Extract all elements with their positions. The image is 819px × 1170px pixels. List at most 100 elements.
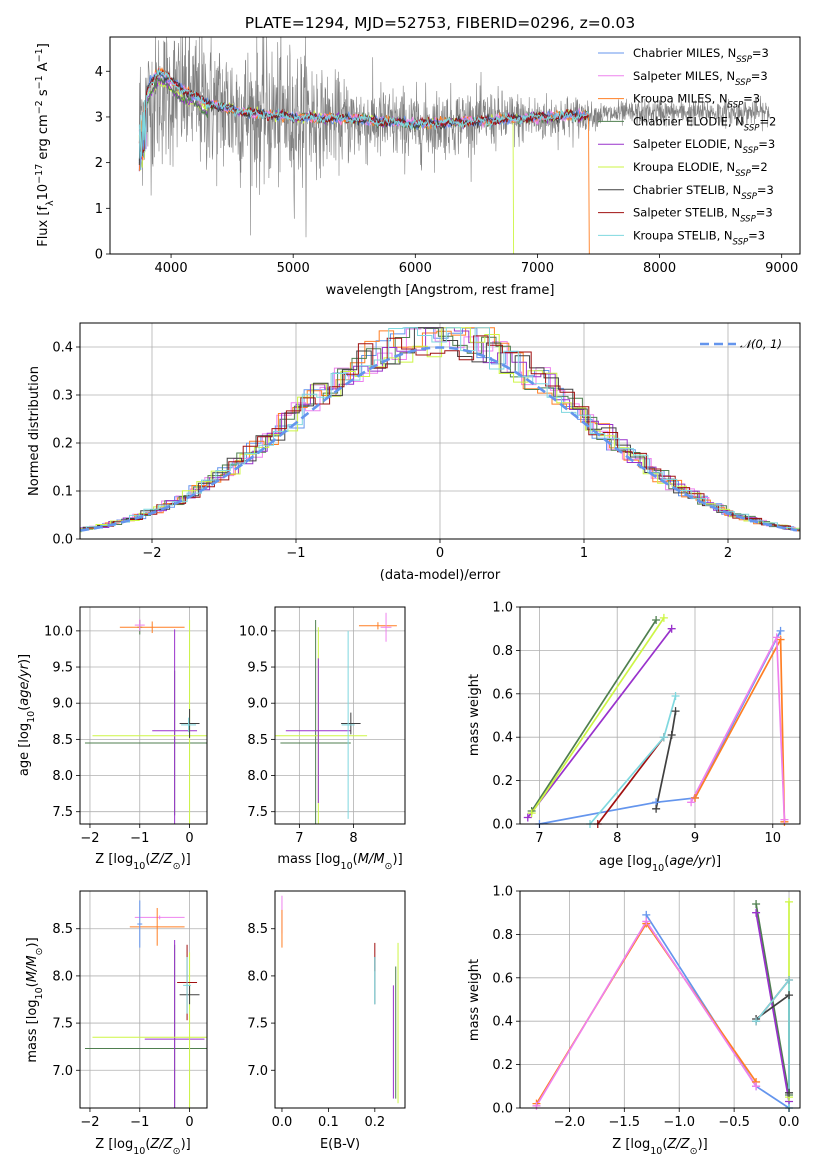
- axes-frame: [274, 606, 406, 825]
- legend-eq: =2: [759, 114, 776, 128]
- axes-frame: [79, 890, 208, 1109]
- label-part: (data-model)/error: [380, 568, 501, 583]
- label-part: ]: [36, 43, 51, 48]
- errorbar-point: [183, 957, 192, 1014]
- label-part: λ: [45, 200, 56, 206]
- panel-age_vs_Z: −2 −1 07.58.08.59.09.510.0Z [log10(Z/Z⊙)]a…: [17, 606, 208, 872]
- y-tick-label: 0.4: [52, 341, 73, 356]
- x-axis-label: age [log10(age/yr)]: [599, 854, 721, 874]
- errorbar-point: [341, 630, 355, 819]
- label-part: (: [145, 852, 150, 867]
- x-tick-label: −0.5: [718, 1115, 750, 1130]
- y-tick-label: 1: [95, 202, 103, 217]
- x-tick-label: −1.0: [663, 1115, 695, 1130]
- panel-age_vs_mass: 7 8 7.5 8.0 8.5 9.0 9.5 10.0 mass [log10(M/M⊙)]: [239, 606, 406, 872]
- label-part: (: [662, 1137, 667, 1152]
- label-part: ⊙: [173, 861, 181, 872]
- x-tick-label: 2: [724, 546, 732, 561]
- errorbar-point: [380, 612, 392, 642]
- y-tick-label: 0.1: [52, 485, 73, 500]
- label-part: mass [log: [277, 852, 340, 867]
- plot-area: [275, 612, 397, 824]
- series-marker: [667, 624, 676, 633]
- panel-spectrum: 4000 5000 6000 7000 8000 9000 0 1 2 3 4 Chabrier MI…: [34, 36, 801, 298]
- x-tick-label: 0: [185, 1115, 193, 1130]
- y-tick-label: 0.3: [52, 389, 73, 404]
- label-part: Z [log: [612, 1137, 650, 1152]
- series-line-salpeter-stelib: [597, 736, 665, 824]
- x-tick-label: −1: [130, 831, 149, 846]
- legend-eq: =3: [756, 206, 773, 220]
- x-tick-label: 6000: [399, 261, 432, 276]
- label-part: −1: [34, 75, 45, 89]
- y-tick-label: 0.6: [492, 971, 513, 986]
- legend-label: Kroupa MILES, N: [633, 92, 728, 106]
- y-axis-label: mass weight: [467, 674, 482, 756]
- label-part: )]: [181, 852, 191, 867]
- legend-label: 𝒩(0, 1): [740, 337, 782, 351]
- plot-area: [80, 327, 800, 533]
- panel-mass_vs_Z: −2 −1 07.07.58.08.5Z [log10(Z/Z⊙)]mass [lo…: [25, 890, 208, 1157]
- label-part: Z/Z: [149, 1137, 173, 1152]
- series-marker: [642, 917, 651, 926]
- legend-sub: SSP: [743, 146, 759, 156]
- y-axis-label: mass weight: [467, 959, 482, 1041]
- legend-eq: =2: [751, 160, 768, 174]
- x-tick-label: 8000: [643, 261, 676, 276]
- series-line-kroupa-elodie: [530, 617, 665, 814]
- label-part: )]: [17, 654, 32, 664]
- label-part: −1: [34, 48, 45, 62]
- series-marker: [687, 798, 696, 807]
- errorbar-point: [181, 717, 197, 733]
- y-tick-label: 0.2: [52, 437, 73, 452]
- label-part: 10: [652, 863, 664, 874]
- y-tick-label: 0.4: [492, 731, 513, 746]
- histogram-salpeter-stelib: [80, 335, 800, 531]
- x-tick-label: 0.0: [779, 1115, 800, 1130]
- series-marker: [667, 731, 676, 740]
- axes-frame: [274, 890, 406, 1109]
- y-tick-label: 7.5: [247, 805, 268, 820]
- x-tick-label: 7: [535, 831, 543, 846]
- series-line-chabrier-stelib: [655, 711, 677, 809]
- series-line-salpeter-elodie: [527, 628, 673, 819]
- x-tick-label: −2: [80, 831, 99, 846]
- y-tick-label: 0.0: [52, 533, 73, 548]
- series-line-chabrier-elodie: [530, 619, 657, 812]
- series-marker: [527, 809, 536, 818]
- y-tick-label: 7.0: [52, 1064, 73, 1079]
- y-tick-label: 10.0: [44, 624, 73, 639]
- label-part: mass weight: [467, 959, 482, 1041]
- y-tick-label: 0.0: [492, 818, 513, 833]
- series-marker: [659, 733, 668, 742]
- label-part: )]: [393, 852, 403, 867]
- label-part: mass [log: [25, 999, 40, 1062]
- x-axis-label: Z [log10(Z/Z⊙)]: [95, 852, 190, 872]
- y-axis-label: Flux [fλ10−17 erg cm−2 s−1 A−1]: [34, 43, 56, 247]
- legend-entry: Kroupa MILES, NSSP=3: [633, 92, 760, 111]
- y-axis-label: Normed distribution: [27, 366, 42, 496]
- series-marker: [752, 900, 761, 909]
- legend-entry: Kroupa STELIB, NSSP=3: [633, 228, 765, 247]
- y-tick-label: 0.8: [492, 928, 513, 943]
- label-part: wavelength [Angstrom, rest frame]: [326, 283, 555, 298]
- series-line-chabrier-miles: [539, 630, 782, 824]
- y-tick-label: 8.0: [52, 969, 73, 984]
- x-tick-label: 5000: [277, 261, 310, 276]
- label-part: Flux [f: [36, 206, 51, 247]
- legend-entry: Chabrier STELIB, NSSP=3: [633, 183, 774, 202]
- label-part: ⊙: [173, 1146, 181, 1157]
- series-marker: [652, 804, 661, 813]
- label-part: 10: [26, 711, 37, 723]
- label-part: 10: [36, 184, 51, 201]
- errorbar-point: [341, 712, 361, 735]
- legend-label: Chabrier ELODIE, N: [633, 114, 744, 128]
- label-part: (: [25, 982, 40, 987]
- series-marker: [752, 1017, 761, 1026]
- y-tick-label: 0.2: [492, 774, 513, 789]
- figure-title: PLATE=1294, MJD=52753, FIBERID=0296, z=0…: [245, 14, 635, 32]
- y-tick-label: 8.0: [52, 769, 73, 784]
- x-axis-label: (data-model)/error: [380, 568, 501, 583]
- y-tick-label: 7.0: [247, 1064, 268, 1079]
